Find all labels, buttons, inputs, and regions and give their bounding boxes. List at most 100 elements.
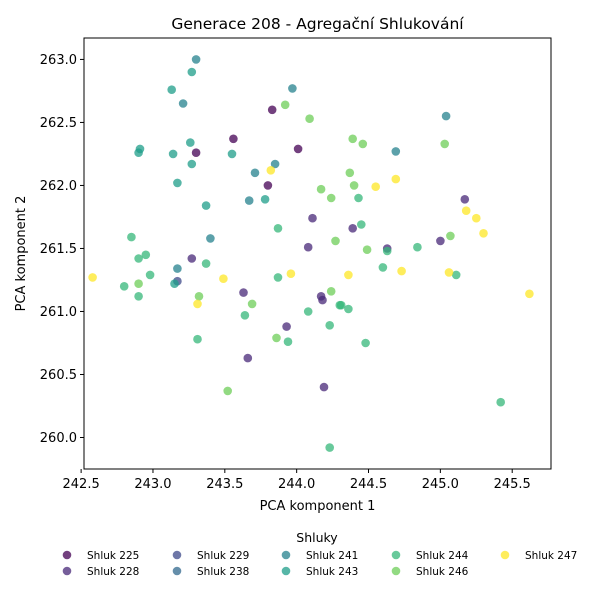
point-series-4-7 [391, 147, 401, 156]
legend-marker-5 [281, 566, 291, 576]
point-series-4-2 [288, 84, 297, 93]
legend-marker-3 [172, 566, 182, 576]
point-series-1-8 [318, 295, 327, 305]
point-series-6-15 [325, 321, 335, 330]
point-series-8-7 [444, 268, 454, 277]
point-series-5-6 [227, 149, 237, 159]
point-series-6-12 [273, 273, 283, 282]
legend-marker-0 [62, 550, 72, 560]
point-series-1-11 [436, 236, 445, 246]
point-series-5-8 [173, 178, 182, 188]
legend-marker-7 [391, 566, 401, 576]
legend-label-8: Shluk 247 [525, 550, 577, 562]
point-series-0-0 [191, 148, 201, 157]
point-series-6-16 [336, 300, 346, 310]
y-tick-label-3: 261.5 [40, 242, 77, 257]
x-tick-label-2: 243.5 [206, 477, 243, 492]
data-points [88, 55, 534, 452]
point-series-1-6 [308, 213, 317, 223]
point-series-6-7 [134, 292, 143, 301]
point-series-7-9 [362, 245, 372, 254]
point-series-6-10 [240, 311, 250, 320]
point-series-5-1 [167, 85, 176, 94]
point-series-6-17 [344, 304, 353, 314]
point-series-7-6 [316, 184, 326, 194]
point-series-4-0 [191, 55, 201, 64]
y-tick-label-1: 260.5 [40, 368, 77, 383]
x-tick-label-5: 245.0 [422, 477, 459, 492]
plot-area [83, 37, 552, 470]
point-series-7-11 [440, 139, 450, 149]
legend: Shluk 225 Shluk 228 Shluk 229 Shluk 238 Shlu… [62, 550, 577, 578]
point-series-7-12 [194, 292, 204, 301]
point-series-1-4 [243, 353, 253, 363]
point-series-6-5 [145, 270, 155, 280]
point-series-7-8 [331, 236, 340, 246]
point-series-6-13 [283, 337, 293, 347]
point-series-7-16 [272, 333, 281, 343]
point-series-6-11 [273, 224, 283, 233]
x-tick-label-0: 242.5 [63, 477, 100, 492]
point-series-0-2 [267, 105, 277, 115]
point-series-1-3 [319, 382, 329, 392]
y-axis-label: PCA komponent 2 [14, 196, 29, 312]
point-series-8-4 [472, 213, 481, 223]
point-series-7-14 [134, 279, 143, 289]
point-series-5-5 [187, 159, 197, 169]
point-series-8-6 [397, 266, 406, 276]
y-tick-label-2: 261.0 [40, 305, 77, 320]
point-series-5-9 [201, 201, 211, 210]
point-series-6-19 [361, 338, 370, 348]
point-series-8-5 [479, 229, 488, 238]
point-series-6-23 [451, 270, 461, 280]
point-series-6-6 [119, 282, 129, 291]
x-axis-label: PCA komponent 1 [260, 499, 376, 514]
point-series-6-14 [303, 307, 313, 316]
legend-marker-1 [62, 566, 72, 576]
point-series-5-0 [187, 67, 197, 77]
point-series-0-3 [263, 181, 273, 190]
point-series-8-0 [391, 174, 401, 184]
legend-title: Shluky [296, 530, 338, 545]
legend-label-6: Shluk 244 [416, 550, 469, 562]
legend-marker-8 [500, 550, 510, 560]
point-series-0-4 [293, 144, 303, 154]
point-series-7-1 [305, 114, 314, 123]
y-tick-label-0: 260.0 [40, 431, 77, 446]
point-series-6-9 [193, 334, 202, 344]
point-series-7-2 [348, 134, 358, 144]
point-series-8-3 [461, 206, 471, 215]
point-series-4-1 [178, 99, 188, 108]
point-series-4-4 [244, 196, 254, 205]
point-series-8-11 [193, 299, 202, 309]
point-series-6-3 [141, 250, 151, 260]
point-series-8-2 [266, 166, 276, 175]
point-series-8-13 [525, 289, 534, 299]
point-series-7-5 [349, 181, 359, 190]
legend-label-7: Shluk 246 [416, 566, 469, 578]
y-axis-ticks: 260.0 260.5 261.0 261.5 262.0 262.5 263.0 [40, 53, 84, 446]
point-series-0-1 [229, 134, 238, 144]
point-series-7-7 [326, 193, 336, 203]
point-series-7-0 [280, 100, 290, 110]
point-series-6-24 [496, 397, 506, 407]
legend-label-3: Shluk 238 [197, 566, 249, 578]
point-series-8-9 [286, 269, 296, 279]
point-series-4-3 [250, 168, 260, 178]
point-series-7-15 [326, 287, 336, 296]
y-tick-label-5: 262.5 [40, 116, 77, 131]
legend-marker-6 [391, 550, 401, 560]
point-series-7-13 [247, 299, 257, 309]
point-series-6-22 [413, 242, 422, 252]
point-series-7-17 [223, 386, 232, 396]
point-series-6-8 [201, 259, 211, 268]
legend-marker-4 [281, 550, 291, 560]
point-series-4-8 [206, 234, 215, 243]
point-series-8-1 [371, 182, 381, 191]
legend-marker-2 [172, 550, 182, 560]
point-series-4-9 [173, 264, 182, 273]
point-series-8-10 [219, 274, 228, 284]
point-series-6-2 [127, 232, 136, 242]
legend-label-0: Shluk 225 [87, 550, 139, 562]
